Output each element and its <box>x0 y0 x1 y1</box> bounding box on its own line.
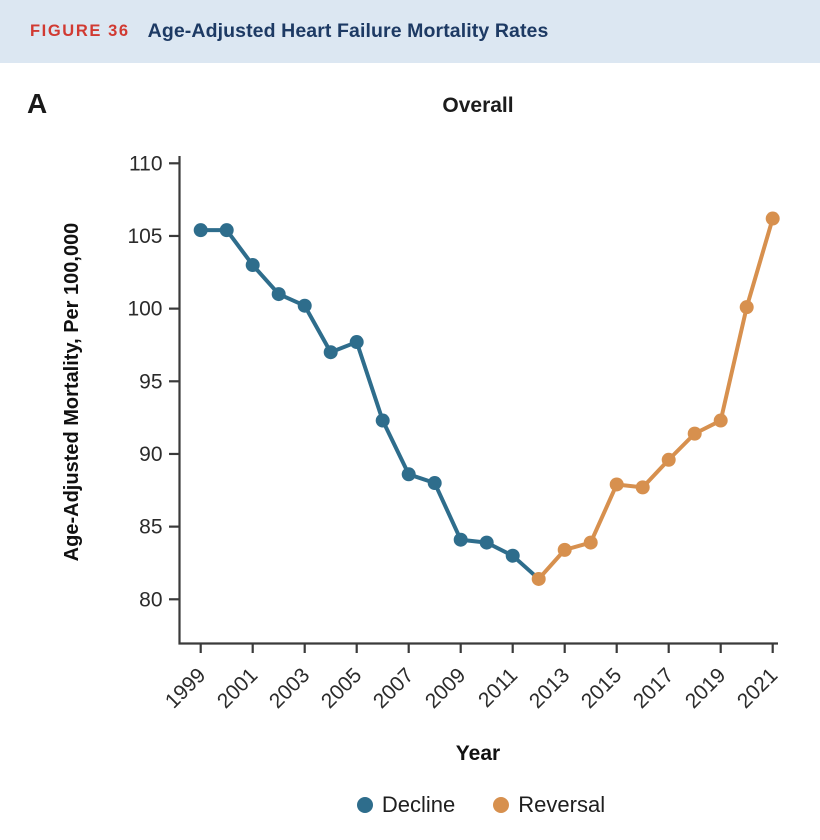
x-tick-label-2003: 2003 <box>265 664 314 713</box>
data-point-2010 <box>479 535 494 550</box>
data-point-2016 <box>635 480 650 495</box>
data-point-2005 <box>349 335 364 350</box>
series-line-decline <box>198 228 541 581</box>
data-point-2009 <box>453 532 468 547</box>
data-point-2011 <box>505 548 520 563</box>
y-tick-label-110: 110 <box>129 152 162 175</box>
data-point-2015 <box>609 477 624 492</box>
x-tick-label-2013: 2013 <box>525 664 574 713</box>
data-point-2007 <box>401 467 416 482</box>
legend-label-reversal: Reversal <box>518 792 606 817</box>
data-point-2003 <box>297 298 312 313</box>
legend-label-decline: Decline <box>381 792 456 817</box>
x-tick-label-2001: 2001 <box>213 664 262 713</box>
data-point-2021 <box>765 211 780 226</box>
data-point-2017 <box>661 452 676 467</box>
y-tick-label-90: 90 <box>139 443 162 466</box>
legend-item-reversal: Reversal <box>493 792 605 818</box>
decline-series-marker-icon <box>356 797 373 813</box>
data-point-2013 <box>557 542 572 557</box>
x-tick-label-2021: 2021 <box>733 664 782 713</box>
x-tick-label-2007: 2007 <box>369 664 418 713</box>
legend-item-decline: Decline <box>356 792 456 818</box>
figure-header: FIGURE 36 Age-Adjusted Heart Failure Mor… <box>0 0 820 63</box>
axis-spine <box>178 156 778 645</box>
x-tick-label-2011: 2011 <box>474 664 522 712</box>
figure-title: Age-Adjusted Heart Failure Mortality Rat… <box>147 20 549 42</box>
figure-number-label: FIGURE 36 <box>30 22 130 40</box>
data-point-2002 <box>271 287 286 302</box>
y-tick-label-105: 105 <box>127 225 162 248</box>
x-tick-label-2019: 2019 <box>681 664 730 713</box>
x-tick-label-2017: 2017 <box>629 664 678 713</box>
reversal-series-marker-icon <box>493 797 510 813</box>
data-point-2014 <box>583 535 598 550</box>
data-point-2004 <box>323 345 338 360</box>
data-point-2001 <box>245 258 260 273</box>
panel-a-label: A <box>27 88 48 119</box>
data-point-1999 <box>193 223 208 238</box>
y-tick-label-95: 95 <box>139 370 162 393</box>
x-tick-label-2015: 2015 <box>577 664 626 713</box>
x-tick-label-1999: 1999 <box>161 664 210 713</box>
data-point-2000 <box>219 223 234 238</box>
y-tick-label-80: 80 <box>139 588 162 611</box>
chart-legend: Decline Reversal <box>142 792 820 818</box>
y-tick-label-85: 85 <box>139 516 162 539</box>
series-line-reversal <box>536 216 775 581</box>
data-point-2006 <box>375 413 390 428</box>
data-point-2018 <box>687 426 702 441</box>
chart-title: Overall <box>442 94 514 117</box>
x-tick-label-2005: 2005 <box>317 664 366 713</box>
data-point-2020 <box>739 300 754 315</box>
data-point-2008 <box>427 476 442 491</box>
y-tick-label-100: 100 <box>127 298 162 321</box>
x-axis-label: Year <box>455 742 501 765</box>
x-tick-label-2009: 2009 <box>421 664 470 713</box>
data-point-2019 <box>713 413 728 428</box>
data-point-2012 <box>531 571 546 586</box>
